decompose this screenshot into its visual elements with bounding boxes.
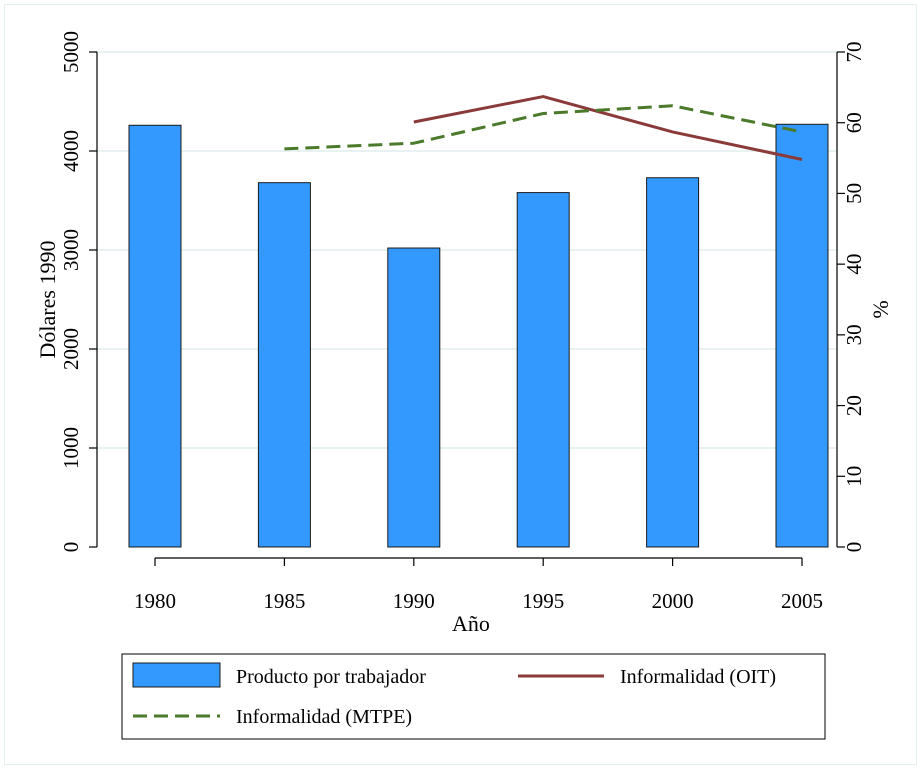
- y-right-tick-label: 40: [842, 254, 866, 275]
- legend-swatch-bar: [132, 662, 221, 688]
- bar-1990: [387, 247, 441, 548]
- bar-1980: [128, 124, 182, 548]
- y-right-tick-label: 50: [842, 183, 866, 204]
- y-axis-left-label: Dólares 1990: [35, 241, 60, 359]
- x-tick-label: 1985: [263, 589, 305, 613]
- line-informalidad-mtpe: [284, 104, 803, 151]
- x-axis-label: Año: [452, 611, 490, 636]
- lines: [284, 95, 803, 161]
- y-left-tick-label: 3000: [59, 229, 83, 271]
- bar-1995: [516, 192, 570, 548]
- bars: [128, 123, 829, 548]
- y-right-tick-label: 30: [842, 324, 866, 345]
- legend-label-oit: Informalidad (OIT): [620, 666, 776, 688]
- gridlines: [97, 51, 837, 449]
- y-left-tick-label: 4000: [59, 130, 83, 172]
- legend-label-product: Producto por trabajador: [236, 666, 426, 688]
- legend-label-mtpe: Informalidad (MTPE): [236, 706, 412, 728]
- y-right-tick-label: 10: [842, 466, 866, 487]
- y-left-tick-label: 2000: [59, 328, 83, 370]
- x-tick-label: 2000: [652, 589, 694, 613]
- legend: Producto por trabajador Informalidad (OI…: [121, 653, 826, 740]
- y-right-tick-label: 60: [842, 112, 866, 133]
- axes: 0 1000 2000 3000 4000 5000 0 10 20 30 40 50 60 70 1980…: [59, 31, 866, 613]
- y-right-tick-label: 20: [842, 395, 866, 416]
- y-left-tick-label: 1000: [59, 427, 83, 469]
- y-right-tick-label: 0: [842, 542, 866, 553]
- bar-1985: [257, 182, 311, 548]
- y-left-tick-label: 0: [59, 542, 83, 553]
- y-right-tick-label: 70: [842, 42, 866, 63]
- y-left-tick-label: 5000: [59, 31, 83, 73]
- x-tick-label: 2005: [781, 589, 823, 613]
- legend-box: [121, 653, 826, 740]
- x-tick-label: 1990: [393, 589, 435, 613]
- y-axis-right-label: %: [868, 300, 893, 318]
- bar-2000: [646, 177, 700, 548]
- x-tick-label: 1980: [134, 589, 176, 613]
- x-tick-label: 1995: [522, 589, 564, 613]
- line-informalidad-oit: [413, 95, 803, 161]
- bar-2005: [775, 123, 829, 548]
